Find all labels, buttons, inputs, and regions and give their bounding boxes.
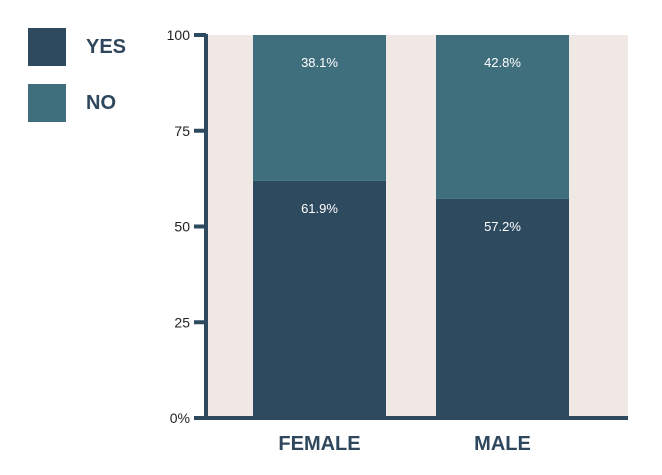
x-tick-label-male: MALE (474, 433, 531, 455)
legend: YES NO (28, 28, 126, 140)
y-tick-label-100: 100 (167, 27, 191, 43)
legend-label-no: NO (86, 91, 116, 114)
legend-swatch-no (28, 84, 66, 122)
x-tick-label-female: FEMALE (278, 433, 360, 455)
data-label-no-female: 38.1% (301, 55, 338, 70)
y-tick-label-25: 25 (174, 314, 190, 330)
data-label-no-male: 42.8% (484, 55, 521, 70)
data-label-yes-female: 61.9% (301, 201, 338, 216)
legend-swatch-yes (28, 28, 66, 66)
bar-yes-female (253, 180, 386, 418)
y-tick-label-50: 50 (174, 219, 190, 235)
legend-item-no: NO (28, 84, 126, 122)
data-label-yes-male: 57.2% (484, 219, 521, 234)
y-tick-label-75: 75 (174, 123, 190, 139)
bar-yes-male (436, 198, 569, 418)
bar-no-female (253, 35, 386, 181)
bar-no-male (436, 35, 569, 199)
legend-label-yes: YES (86, 35, 127, 58)
legend-item-yes: YES (28, 28, 126, 66)
y-tick-label-0: 0% (170, 410, 190, 426)
